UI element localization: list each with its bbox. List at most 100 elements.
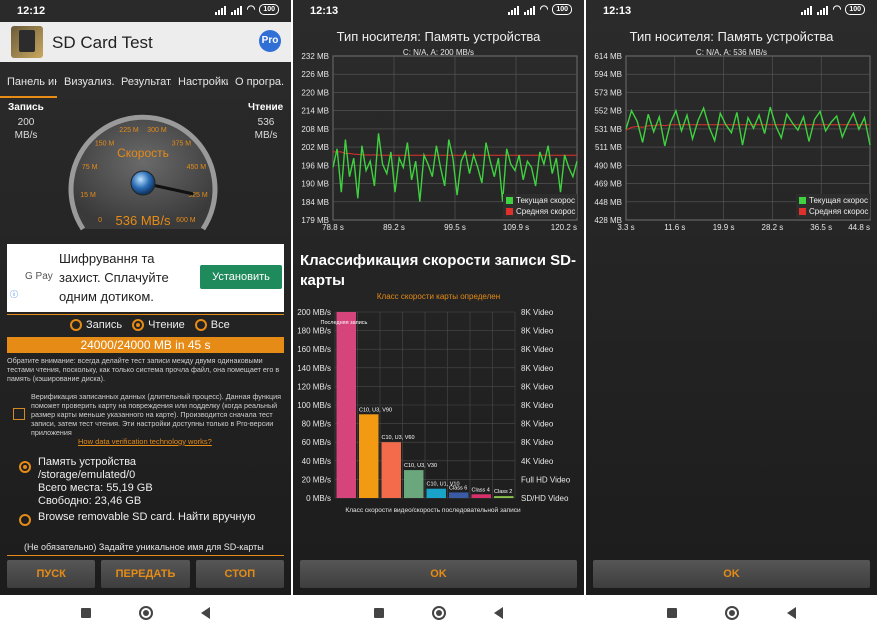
tab-visualization[interactable]: Визуализ.. xyxy=(64,76,114,88)
y-tick-label: 220 MB xyxy=(301,88,329,97)
write-unit: MB/s xyxy=(14,130,38,141)
verification-checkbox[interactable] xyxy=(13,408,25,420)
x-axis-label: Класс скорости видео/скорость последоват… xyxy=(345,506,521,514)
gauge-scale: 0 15 M 75 M 150 M 225 M 300 M 375 M 450 M 525 M 6… xyxy=(80,127,208,224)
right-tick-label: 8K Video xyxy=(521,345,554,354)
signal-icon xyxy=(230,5,243,15)
tab-dashboard[interactable]: Панель ин xyxy=(0,62,57,98)
x-tick-label: 109.9 s xyxy=(503,223,529,232)
ad-install-button[interactable]: Установить xyxy=(200,265,282,289)
mode-read-radio[interactable]: Чтение xyxy=(132,319,185,331)
ok-button[interactable]: OK xyxy=(593,560,870,588)
radio-browse-icon xyxy=(19,514,31,526)
signal-icon xyxy=(523,5,536,15)
back-icon[interactable] xyxy=(787,607,796,619)
verification-help-link[interactable]: How data verification technology works? xyxy=(78,437,212,446)
gauge-center-label: Скорость xyxy=(117,146,169,160)
storage-device-label: Память устройства xyxy=(38,456,137,468)
bar-label: C10, U3, V30 xyxy=(404,463,437,469)
chart-legend: Текущая скорос Средняя скорос xyxy=(796,194,870,218)
app-bar: SD Card Test Pro xyxy=(0,22,291,62)
ad-banner[interactable]: G Pay Шифрування та захист. Сплачуйте од… xyxy=(7,244,284,312)
home-icon[interactable] xyxy=(139,606,153,620)
y-tick-label: 0 MB/s xyxy=(306,494,331,503)
right-tick-label: 8K Video xyxy=(521,327,554,336)
y-tick-label: 594 MB xyxy=(594,70,622,79)
y-tick-label: 40 MB/s xyxy=(302,457,331,466)
tab-results[interactable]: Результат.. xyxy=(121,76,171,88)
y-tick-label: 214 MB xyxy=(301,107,329,116)
mode-all-radio[interactable]: Все xyxy=(194,319,230,331)
back-icon[interactable] xyxy=(494,607,503,619)
gauge-tick-label: 375 M xyxy=(172,140,192,147)
class-bar xyxy=(381,442,401,498)
y-tick-label: 60 MB/s xyxy=(302,438,331,447)
class-bar xyxy=(404,470,424,498)
write-chart-subtitle: C: N/A, A: 200 MB/s xyxy=(402,48,475,57)
mode-all-label: Все xyxy=(210,319,230,331)
gauge-tick-label: 0 xyxy=(98,217,102,224)
recents-icon[interactable] xyxy=(374,608,384,618)
right-tick-label: Full HD Video xyxy=(521,475,571,484)
right-tick-label: 8K Video xyxy=(521,401,554,410)
mode-read-label: Чтение xyxy=(148,319,185,331)
status-time: 12:12 xyxy=(17,5,46,17)
test-progress-bar: 24000/24000 MB in 45 s xyxy=(7,337,284,353)
home-icon[interactable] xyxy=(725,606,739,620)
divider xyxy=(7,555,284,556)
mode-write-radio[interactable]: Запись xyxy=(70,319,122,331)
ad-info-icon[interactable]: ⓘ xyxy=(10,290,18,299)
optional-name-prompt[interactable]: (Не обязательно) Задайте уникальное имя … xyxy=(24,542,264,552)
class-bar xyxy=(449,492,469,498)
legend-swatch xyxy=(799,208,806,215)
x-tick-label: 11.6 s xyxy=(664,223,685,232)
sd-card-app-icon xyxy=(11,26,43,58)
battery-icon: 100 xyxy=(259,4,279,15)
send-button[interactable]: ПЕРЕДАТЬ xyxy=(101,560,190,588)
read-label: Чтение xyxy=(248,102,284,113)
pro-badge-button[interactable]: Pro xyxy=(259,30,281,52)
series-line xyxy=(332,133,578,202)
x-tick-label: 120.2 s xyxy=(551,223,577,232)
recents-icon[interactable] xyxy=(667,608,677,618)
start-button[interactable]: ПУСК xyxy=(7,560,96,588)
y-tick-label: 552 MB xyxy=(594,107,622,116)
bar-label: C10, U3, V90 xyxy=(359,407,392,413)
recents-icon[interactable] xyxy=(81,608,91,618)
radio-all-icon xyxy=(194,319,207,331)
status-time: 12:13 xyxy=(310,5,339,17)
radio-write-icon xyxy=(70,319,82,331)
cache-note: Обратите внимание: всегда делайте тест з… xyxy=(7,356,280,383)
status-icons: ◠ 100 xyxy=(507,4,572,15)
x-tick-label: 19.9 s xyxy=(713,223,735,232)
write-speed-chart: 232 MB 226 MB 220 MB 214 MB 208 MB 202 MB 196 … xyxy=(301,52,578,232)
legend-label: Текущая скорос xyxy=(516,196,575,205)
battery-icon: 100 xyxy=(845,4,865,15)
right-tick-label: 8K Video xyxy=(521,420,554,429)
x-tick-label: 78.8 s xyxy=(322,223,344,232)
x-tick-label: 44.8 s xyxy=(848,223,870,232)
y-tick-label: 196 MB xyxy=(301,161,329,170)
y-tick-label: 180 MB/s xyxy=(297,327,331,336)
write-chart-title: Тип носителя: Память устройства xyxy=(336,29,541,44)
chart-legend: Текущая скорос Средняя скорос xyxy=(503,194,577,218)
tab-about[interactable]: О програ.. xyxy=(235,76,285,88)
wifi-icon: ◠ xyxy=(246,4,256,15)
right-tick-label: 4K Video xyxy=(521,457,554,466)
test-mode-radio-group: Запись Чтение Все xyxy=(70,319,230,331)
bar-label: Class 4 xyxy=(472,487,490,493)
stop-button[interactable]: СТОП xyxy=(195,560,284,588)
signal-icon xyxy=(507,5,520,15)
gpay-logo: G Pay xyxy=(25,271,53,282)
phone-screen-read-results: 12:13 ◠ 100 Тип носителя: Память устройс… xyxy=(586,0,877,631)
app-title: SD Card Test xyxy=(52,33,153,52)
bar-label: C10, U1, V10 xyxy=(427,482,460,488)
back-icon[interactable] xyxy=(201,607,210,619)
home-icon[interactable] xyxy=(432,606,446,620)
ok-button[interactable]: OK xyxy=(300,560,577,588)
y-tick-label: 573 MB xyxy=(594,88,622,97)
wifi-icon: ◠ xyxy=(539,4,549,15)
gauge-readout: 536 MB/s xyxy=(116,213,171,228)
tab-settings[interactable]: Настройки xyxy=(178,76,228,88)
read-chart-subtitle: C: N/A, A: 536 MB/s xyxy=(695,48,768,57)
